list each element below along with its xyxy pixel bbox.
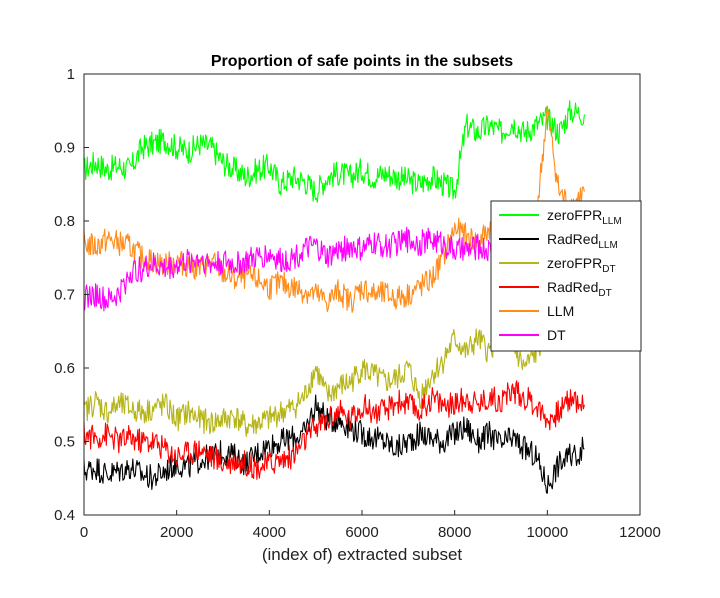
axes-layer: 0 2000 4000 6000 8000 10000 12000 0.4 0.5 0.6 0.7 0… [54, 66, 661, 541]
x-tick-label: 12000 [619, 524, 661, 541]
y-tick-label: 0.7 [54, 287, 75, 304]
x-tick-label: 2000 [160, 524, 193, 541]
y-tick-label: 0.9 [54, 140, 75, 157]
legend-entry: DT [547, 327, 566, 343]
y-tick-label: 0.4 [54, 507, 75, 524]
x-tick-label: 8000 [438, 524, 471, 541]
legend-entry: zeroFPRDT [547, 255, 616, 275]
series-line-3 [83, 380, 585, 480]
legend: zeroFPRLLMRadRedLLMzeroFPRDTRadRedDTLLMD… [490, 200, 642, 352]
chart-title: Proportion of safe points in the subsets [211, 53, 513, 70]
x-tick-label: 10000 [526, 524, 568, 541]
legend-entry: LLM [547, 303, 574, 319]
legend-entry: RadRedDT [547, 279, 612, 299]
y-tick-label: 0.5 [54, 434, 75, 451]
y-tick-label: 0.6 [54, 360, 75, 377]
x-tick-label: 0 [80, 524, 88, 541]
x-tick-label: 6000 [345, 524, 378, 541]
series-line-0 [83, 100, 585, 203]
series-line-1 [83, 394, 585, 494]
y-tick-label: 0.8 [54, 213, 75, 230]
legend-box [490, 200, 642, 352]
x-axis-label: (index of) extracted subset [262, 545, 463, 564]
x-tick-label: 4000 [253, 524, 286, 541]
y-tick-label: 1 [67, 66, 75, 83]
